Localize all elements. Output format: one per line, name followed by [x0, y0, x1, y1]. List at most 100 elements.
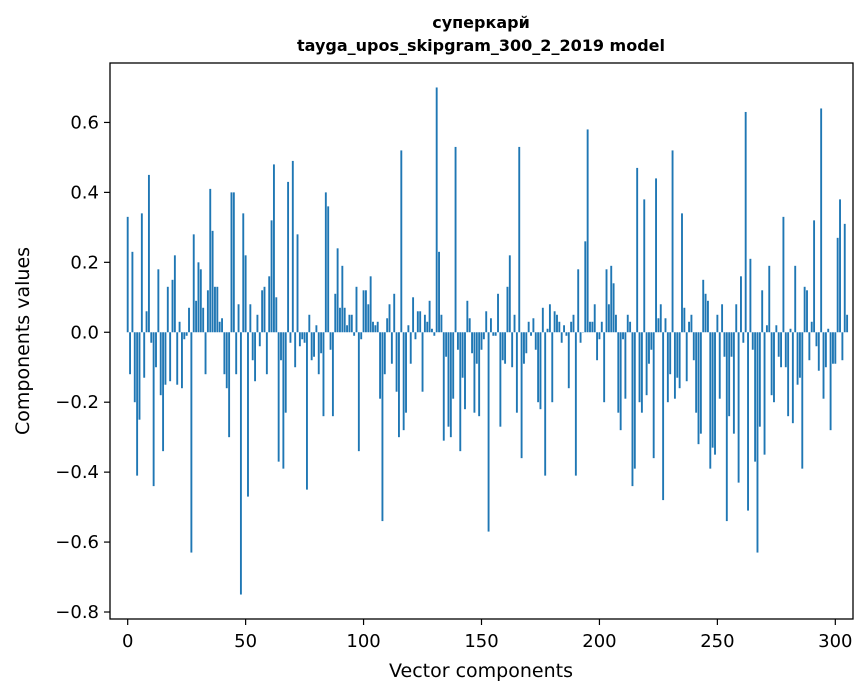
- bar: [369, 276, 372, 333]
- bar: [138, 332, 141, 420]
- bar: [423, 314, 426, 333]
- bar: [643, 199, 646, 333]
- bar: [506, 286, 509, 333]
- bar: [515, 332, 518, 413]
- bar: [688, 321, 691, 333]
- bar: [527, 321, 530, 333]
- bar: [407, 325, 410, 333]
- bar: [671, 150, 674, 333]
- bar: [336, 248, 339, 333]
- bar: [209, 188, 212, 333]
- bar: [350, 314, 353, 333]
- bar: [824, 332, 827, 368]
- bar: [751, 332, 754, 350]
- bar: [645, 332, 648, 396]
- bar-series: [126, 87, 849, 595]
- bar: [256, 314, 259, 333]
- bar: [732, 332, 735, 434]
- bar: [324, 192, 327, 333]
- bar: [275, 297, 278, 333]
- bar: [390, 332, 393, 364]
- bar: [615, 314, 617, 333]
- bar: [607, 304, 610, 333]
- bar: [843, 223, 846, 333]
- bar: [534, 332, 537, 350]
- bar: [520, 332, 523, 459]
- bar: [249, 304, 252, 333]
- bar: [789, 328, 792, 333]
- bar: [221, 318, 223, 333]
- bar: [355, 286, 358, 333]
- bar: [487, 332, 490, 532]
- x-tick-label: 250: [700, 631, 734, 652]
- bar: [626, 314, 629, 333]
- bar: [636, 167, 639, 333]
- bar: [834, 332, 837, 364]
- bar: [216, 286, 219, 333]
- bar: [185, 332, 188, 336]
- bar: [291, 160, 294, 333]
- bar: [782, 216, 785, 333]
- bar: [327, 206, 330, 333]
- bar: [822, 332, 825, 399]
- bar: [438, 251, 440, 333]
- bar: [289, 332, 292, 343]
- bar: [190, 332, 193, 553]
- bar: [652, 332, 655, 459]
- bar: [388, 304, 391, 333]
- bar: [362, 290, 365, 333]
- bar: [282, 332, 285, 469]
- bar: [159, 332, 162, 396]
- bar: [584, 241, 587, 333]
- bar: [499, 332, 502, 427]
- bar: [699, 332, 702, 434]
- bar: [176, 332, 179, 385]
- bar: [471, 332, 474, 354]
- bar: [298, 332, 301, 347]
- bar: [735, 304, 738, 333]
- bar: [445, 332, 448, 357]
- bar: [798, 332, 801, 378]
- x-tick-label: 0: [122, 631, 133, 652]
- bar: [308, 314, 311, 333]
- bar: [577, 269, 580, 333]
- bar: [697, 332, 700, 445]
- bar: [539, 332, 542, 410]
- bar: [603, 332, 606, 403]
- bar: [813, 220, 816, 333]
- bar: [574, 332, 577, 476]
- bar: [334, 293, 337, 333]
- y-tick-label: 0.2: [70, 252, 99, 273]
- bar: [744, 111, 747, 333]
- bar: [589, 321, 591, 333]
- bar: [629, 321, 632, 333]
- y-axis-label: Components values: [12, 247, 34, 435]
- bar: [147, 174, 150, 333]
- bar: [178, 321, 181, 333]
- bar: [482, 332, 485, 340]
- bar: [695, 332, 698, 413]
- bar: [164, 332, 167, 385]
- bar: [777, 332, 780, 357]
- bar: [211, 230, 214, 333]
- bar: [258, 332, 261, 347]
- bar: [544, 332, 547, 476]
- bar: [690, 314, 693, 333]
- bar: [478, 332, 481, 417]
- bar: [773, 332, 775, 403]
- bar: [725, 332, 728, 522]
- bar: [721, 304, 724, 333]
- x-axis-label: Vector components: [389, 660, 573, 682]
- bar: [435, 87, 438, 333]
- bar: [548, 304, 551, 333]
- bar: [395, 332, 398, 392]
- bar: [525, 332, 528, 354]
- bar: [452, 332, 455, 399]
- bar: [596, 332, 599, 361]
- bar: [551, 332, 554, 403]
- bar: [640, 332, 643, 413]
- bar: [464, 332, 466, 410]
- bar: [648, 332, 650, 364]
- bar: [803, 286, 806, 333]
- bar: [839, 199, 841, 333]
